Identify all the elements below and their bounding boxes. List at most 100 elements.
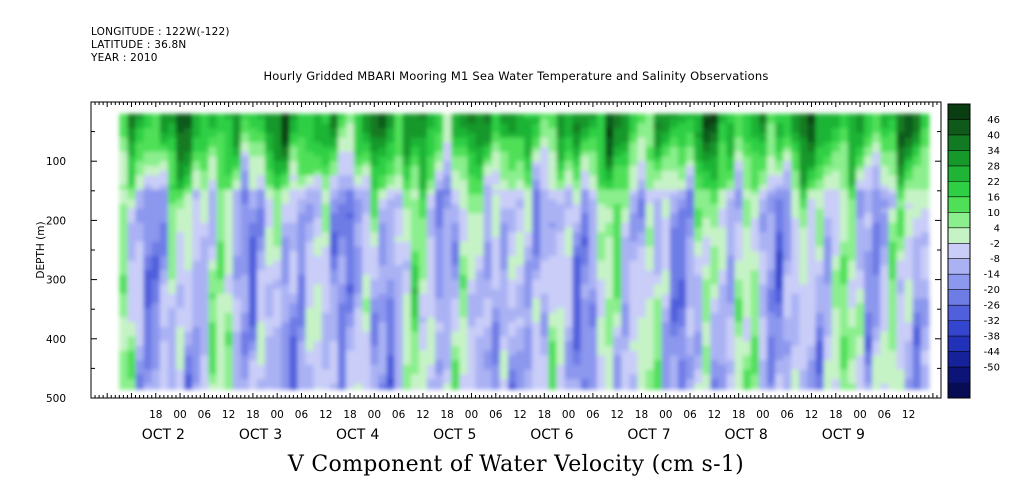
heatmap-cell <box>564 260 574 266</box>
heatmap-cell <box>151 255 161 262</box>
heatmap-cell <box>637 118 647 124</box>
heatmap-cell <box>394 374 404 380</box>
heatmap-cell <box>791 364 800 371</box>
heatmap-cell <box>718 194 728 200</box>
heatmap-cell <box>451 180 460 186</box>
heatmap-cell <box>540 142 549 148</box>
heatmap-cell <box>645 308 655 314</box>
heatmap-cell <box>232 360 242 366</box>
heatmap-cell <box>799 218 809 224</box>
heatmap-cell <box>256 383 266 390</box>
heatmap-cell <box>418 274 428 281</box>
heatmap-cell <box>159 383 169 390</box>
heatmap-cell <box>256 184 266 191</box>
heatmap-cell <box>224 246 234 252</box>
heatmap-cell <box>799 156 809 162</box>
heatmap-cell <box>208 184 218 191</box>
heatmap-cell <box>459 322 469 328</box>
heatmap-cell <box>305 251 315 257</box>
heatmap-cell <box>669 331 679 338</box>
heatmap-cell <box>151 355 161 361</box>
heatmap-cell <box>281 364 290 371</box>
heatmap-cell <box>669 251 679 257</box>
heatmap-cell <box>726 379 736 385</box>
heatmap-cell <box>742 341 752 347</box>
heatmap-cell <box>337 175 347 181</box>
heatmap-cell <box>775 284 784 290</box>
heatmap-cell <box>232 345 242 352</box>
heatmap-cell <box>159 260 169 266</box>
heatmap-cell <box>256 355 266 361</box>
heatmap-cell <box>143 260 153 266</box>
heatmap-cell <box>524 379 533 385</box>
heatmap-cell <box>645 246 655 252</box>
heatmap-cell <box>192 360 201 366</box>
heatmap-cell <box>265 184 274 191</box>
heatmap-cell <box>232 374 242 380</box>
heatmap-cell <box>224 326 234 333</box>
heatmap-cell <box>694 180 703 186</box>
heatmap-cell <box>443 180 452 186</box>
heatmap-cell <box>718 293 728 300</box>
heatmap-cell <box>467 222 477 229</box>
heatmap-cell <box>273 165 282 172</box>
heatmap-cell <box>677 312 687 319</box>
heatmap-cell <box>354 274 363 281</box>
heatmap-cell <box>192 241 201 248</box>
heatmap-cell <box>289 170 299 177</box>
heatmap-cell <box>750 284 760 290</box>
heatmap-cell <box>775 175 784 181</box>
heatmap-cell <box>410 326 420 333</box>
heatmap-cell <box>313 270 323 276</box>
heatmap-cell <box>596 222 606 229</box>
heatmap-cell <box>572 113 582 120</box>
heatmap-cell <box>483 388 493 390</box>
heatmap-cell <box>119 369 129 375</box>
heatmap-cell <box>734 260 744 266</box>
heatmap-cell <box>653 255 663 262</box>
heatmap-cell <box>240 170 250 177</box>
heatmap-cell <box>572 331 582 338</box>
heatmap-cell <box>435 118 444 124</box>
heatmap-cell <box>435 128 444 134</box>
heatmap-cell <box>143 270 153 276</box>
heatmap-cell <box>718 170 728 177</box>
heatmap-cell <box>426 298 436 304</box>
heatmap-cell <box>346 355 355 361</box>
heatmap-cell <box>605 265 614 271</box>
heatmap-cell <box>184 345 193 352</box>
heatmap-cell <box>337 388 347 390</box>
heatmap-cell <box>580 260 590 266</box>
heatmap-cell <box>208 165 218 172</box>
heatmap-cell <box>224 317 234 323</box>
heatmap-cell <box>572 208 582 214</box>
heatmap-cell <box>435 341 444 347</box>
heatmap-cell <box>321 194 331 200</box>
heatmap-cell <box>588 203 598 210</box>
heatmap-cell <box>580 270 590 276</box>
heatmap-cell <box>265 232 274 238</box>
heatmap-cell <box>686 232 695 238</box>
heatmap-cell <box>459 194 469 200</box>
heatmap-cell <box>426 123 436 129</box>
heatmap-cell <box>524 345 533 352</box>
heatmap-cell <box>297 331 307 338</box>
heatmap-cell <box>135 161 145 167</box>
heatmap-cell <box>313 128 323 134</box>
heatmap-cell <box>281 374 290 380</box>
heatmap-cell <box>321 298 331 304</box>
heatmap-cell <box>176 180 185 186</box>
heatmap-cell <box>459 128 469 134</box>
heatmap-cell <box>467 165 477 172</box>
heatmap-cell <box>313 189 323 195</box>
heatmap-cell <box>467 308 477 314</box>
heatmap-cell <box>435 331 444 338</box>
heatmap-cell <box>410 303 420 309</box>
heatmap-cell <box>710 151 719 158</box>
heatmap-cell <box>337 289 347 295</box>
heatmap-cell <box>564 251 574 257</box>
heatmap-cell <box>143 326 153 333</box>
heatmap-cell <box>346 369 355 375</box>
heatmap-cell <box>572 213 582 219</box>
heatmap-cell <box>726 146 736 153</box>
